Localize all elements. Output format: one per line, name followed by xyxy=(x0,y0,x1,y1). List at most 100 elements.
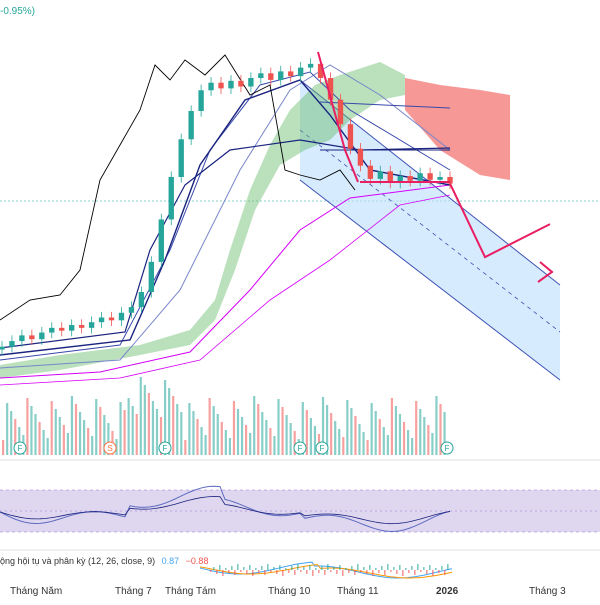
macd-histogram-bar xyxy=(243,567,245,570)
macd-histogram-bar xyxy=(306,570,308,574)
macd-histogram-bar xyxy=(324,570,326,575)
event-marker[interactable]: F xyxy=(440,441,454,455)
macd-histogram-bar xyxy=(318,570,320,573)
volume-bar xyxy=(188,403,191,455)
macd-histogram-bar xyxy=(213,567,215,570)
volume-bar xyxy=(58,417,61,455)
event-marker[interactable]: F xyxy=(13,441,27,455)
macd-histogram-bar xyxy=(429,565,431,570)
volume-bar xyxy=(204,435,207,455)
volume-bar xyxy=(261,412,264,455)
macd-histogram-bar xyxy=(345,568,347,570)
volume-bar xyxy=(398,414,402,455)
volume-bar xyxy=(334,421,337,455)
macd-histogram-bar xyxy=(369,565,371,570)
candle xyxy=(407,176,413,181)
macd-histogram-bar xyxy=(426,570,428,574)
volume-bar xyxy=(95,399,98,455)
volume-bar xyxy=(2,440,5,455)
candle xyxy=(108,317,115,321)
macd-histogram-bar xyxy=(363,567,365,570)
candle xyxy=(59,327,65,331)
event-marker[interactable]: F xyxy=(315,441,329,455)
volume-bar xyxy=(143,385,146,455)
volume-bar xyxy=(346,400,349,455)
macd-histogram-bar xyxy=(237,564,239,570)
trend-channel xyxy=(300,80,560,380)
macd-value-signal: −0.88 xyxy=(185,556,209,566)
ma-blue xyxy=(0,71,451,361)
macd-histogram-bar xyxy=(393,567,395,570)
candle xyxy=(297,67,304,77)
macd-histogram-bar xyxy=(240,570,242,572)
macd-histogram-bar xyxy=(432,570,434,576)
candle xyxy=(9,341,15,347)
volume-bar xyxy=(269,428,272,455)
macd-histogram-bar xyxy=(357,564,359,570)
macd-histogram-bar xyxy=(327,564,329,570)
oscillator-signal xyxy=(0,496,451,525)
volume-bar xyxy=(362,432,365,455)
macd-histogram-bar xyxy=(228,570,230,573)
oscillator-line xyxy=(0,485,451,532)
volume-bar xyxy=(66,433,69,455)
macd-histogram-bar xyxy=(255,568,257,570)
volume-bar xyxy=(281,407,284,455)
x-tick-label: Tháng 10 xyxy=(268,586,311,597)
candle xyxy=(347,124,354,149)
volume-bar xyxy=(74,404,78,455)
volume-bar xyxy=(427,425,430,455)
macd-histogram-bar xyxy=(309,565,311,570)
macd-histogram-bar xyxy=(351,566,353,570)
macd-histogram-bar xyxy=(294,570,296,575)
macd-histogram-bar xyxy=(219,565,221,570)
projection-path xyxy=(449,183,551,259)
event-marker[interactable]: F xyxy=(158,441,172,455)
volume-bar xyxy=(30,406,33,455)
ma-slow xyxy=(0,184,451,379)
macd-histogram-bar xyxy=(282,570,284,576)
candle xyxy=(19,335,25,342)
candle xyxy=(387,171,393,183)
volume-bar xyxy=(78,412,82,455)
macd-histogram-bar xyxy=(348,570,350,573)
volume-bar xyxy=(257,404,260,455)
volume-bar xyxy=(99,407,102,455)
event-marker-label: F xyxy=(18,444,23,453)
candle xyxy=(327,78,334,100)
volume-bar xyxy=(443,412,446,455)
macd-histogram-bar xyxy=(297,564,299,570)
macd-histogram-bar xyxy=(285,568,287,570)
macd-histogram-bar xyxy=(408,570,410,573)
volume-bar xyxy=(216,414,219,455)
candle xyxy=(39,332,45,340)
volume-bar xyxy=(212,406,215,455)
volume-bar xyxy=(83,420,86,455)
volume-bar xyxy=(127,398,130,455)
volume-bar xyxy=(91,436,94,455)
x-tick-label: Tháng 11 xyxy=(337,586,379,597)
event-marker[interactable]: F xyxy=(293,441,307,455)
volume-bar xyxy=(313,426,317,455)
candle xyxy=(0,346,5,350)
volume-bar xyxy=(70,396,74,455)
volume-bar xyxy=(338,429,341,455)
volume-bar xyxy=(423,417,426,455)
macd-value-main: 0.87 xyxy=(161,556,180,566)
volume-bar xyxy=(184,440,187,455)
macd-histogram-bar xyxy=(249,565,251,570)
macd-histogram-bar xyxy=(387,564,389,570)
candle xyxy=(178,139,184,177)
volume-bar xyxy=(172,396,175,455)
candle xyxy=(377,171,383,179)
macd-histogram-bar xyxy=(420,570,422,572)
macd-histogram-bar xyxy=(261,566,263,570)
volume-bar xyxy=(168,388,171,455)
macd-histogram-bar xyxy=(270,570,272,572)
event-marker-label: S xyxy=(107,444,112,453)
event-marker[interactable]: S xyxy=(103,441,117,455)
volume-bar xyxy=(135,414,138,455)
x-tick-label: Tháng 3 xyxy=(529,586,566,597)
volume-bar xyxy=(139,377,142,455)
